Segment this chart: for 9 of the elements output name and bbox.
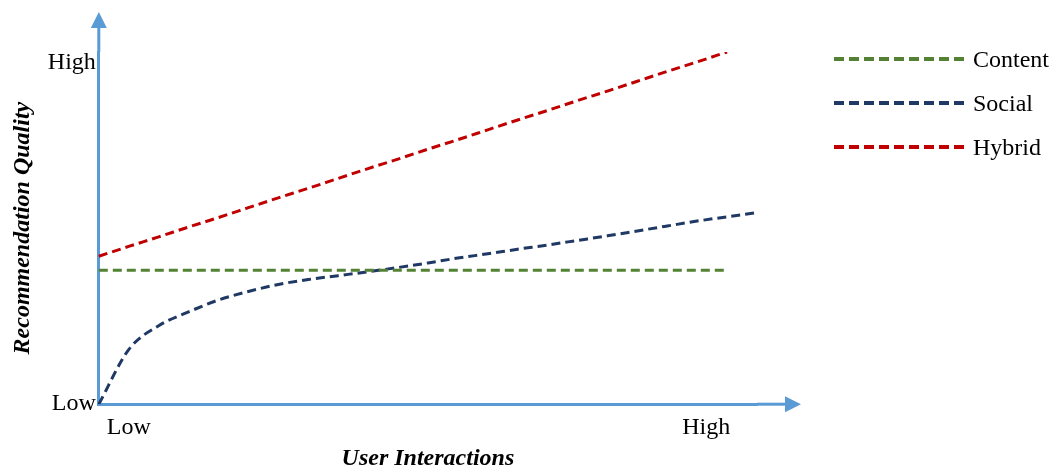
legend-label: Hybrid — [973, 133, 1041, 161]
x-axis-title: User Interactions — [341, 443, 515, 470]
legend-label: Social — [973, 89, 1033, 117]
text: Low — [51, 389, 97, 416]
text: Low — [106, 413, 152, 440]
legend-label: Content — [973, 45, 1049, 73]
y-axis-title: Recommendation Quality — [7, 101, 34, 356]
text: High — [47, 47, 96, 74]
text: High — [682, 413, 731, 440]
